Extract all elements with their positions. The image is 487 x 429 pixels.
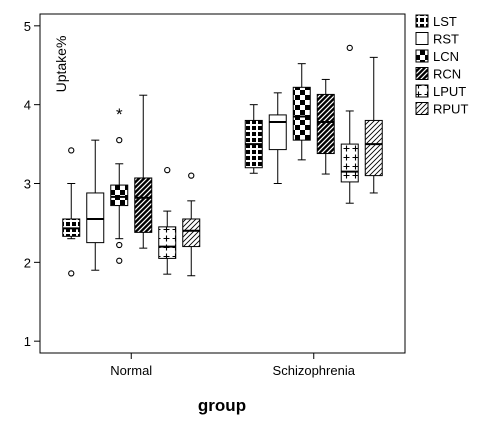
extreme-point: * bbox=[116, 105, 123, 124]
legend-swatch-lst bbox=[415, 14, 429, 28]
outlier-point bbox=[188, 172, 195, 179]
box-iqr bbox=[340, 143, 359, 183]
box-lst-schizophrenia bbox=[244, 104, 263, 174]
legend-label-rst: RST bbox=[433, 32, 459, 47]
box-lput-normal bbox=[158, 166, 177, 275]
x-axis: Normal Schizophrenia bbox=[110, 353, 356, 378]
box-iqr bbox=[158, 226, 177, 259]
y-tick-label: 5 bbox=[24, 19, 31, 34]
box-rcn-normal bbox=[134, 94, 153, 249]
y-tick-label: 1 bbox=[24, 334, 31, 349]
y-tick-label: 2 bbox=[24, 255, 31, 270]
y-axis: 1 2 3 4 5 bbox=[24, 19, 40, 349]
legend-label-rcn: RCN bbox=[433, 67, 461, 82]
legend-label-lcn: LCN bbox=[433, 49, 459, 64]
box-rst-schizophrenia bbox=[268, 92, 287, 184]
y-axis-title: Uptake% bbox=[53, 36, 69, 93]
box-rcn-schizophrenia bbox=[316, 78, 335, 175]
legend-swatch-lcn bbox=[415, 49, 429, 63]
outlier-point bbox=[116, 136, 123, 144]
box-series-group: * bbox=[62, 44, 383, 277]
box-iqr bbox=[268, 114, 287, 151]
legend: LST RST LCN RCN LPUT RPUT bbox=[415, 14, 468, 117]
box-rput-schizophrenia bbox=[364, 56, 383, 194]
y-tick-label: 3 bbox=[24, 177, 31, 192]
legend-label-rput: RPUT bbox=[433, 102, 468, 117]
outlier-point bbox=[346, 44, 353, 52]
legend-swatch-rcn bbox=[415, 67, 429, 80]
outlier-point bbox=[116, 257, 123, 264]
legend-swatch-lput bbox=[415, 84, 429, 98]
legend-label-lput: LPUT bbox=[433, 84, 466, 99]
y-tick-label: 4 bbox=[24, 98, 31, 113]
box-iqr bbox=[110, 184, 129, 207]
box-iqr bbox=[182, 218, 201, 248]
box-iqr bbox=[316, 93, 335, 155]
outlier-point bbox=[68, 270, 75, 277]
box-lcn-normal: * bbox=[110, 105, 129, 264]
outlier-point bbox=[116, 241, 123, 249]
box-lcn-schizophrenia bbox=[292, 63, 311, 161]
legend-swatch-rput bbox=[415, 102, 429, 115]
legend-swatch-rst bbox=[415, 32, 429, 45]
box-iqr bbox=[86, 192, 105, 244]
x-axis-title: group bbox=[198, 396, 246, 415]
box-iqr bbox=[134, 177, 153, 233]
outlier-point bbox=[164, 166, 171, 174]
legend-label-lst: LST bbox=[433, 14, 457, 29]
box-rst-normal bbox=[86, 139, 105, 271]
box-iqr bbox=[364, 119, 383, 177]
box-rput-normal bbox=[182, 172, 201, 277]
outlier-point bbox=[68, 147, 75, 154]
x-tick-label: Normal bbox=[110, 363, 152, 378]
box-iqr bbox=[292, 86, 311, 141]
box-lst-normal bbox=[62, 147, 81, 277]
x-tick-label: Schizophrenia bbox=[273, 363, 356, 378]
box-lput-schizophrenia bbox=[340, 44, 359, 204]
